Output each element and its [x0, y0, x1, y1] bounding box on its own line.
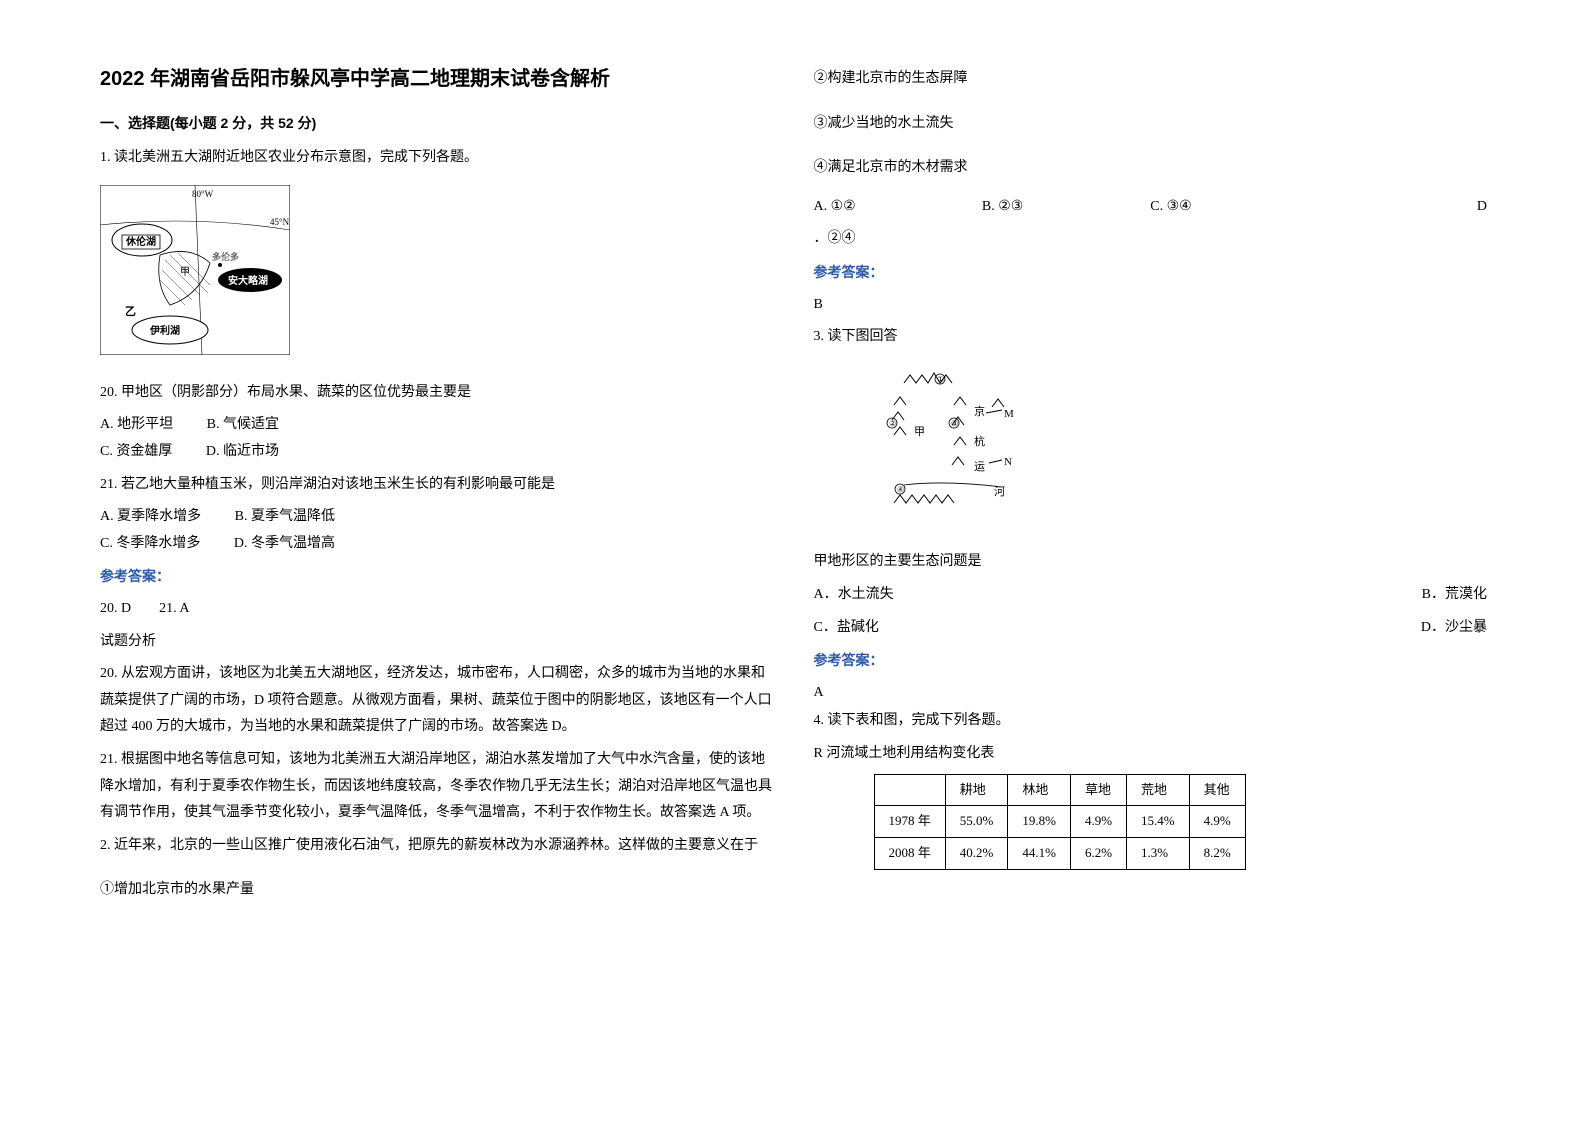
- map3-N: N: [1004, 456, 1012, 468]
- q21-opts-row2: C. 冬季降水增多 D. 冬季气温增高: [100, 531, 774, 558]
- q4-table: 耕地 林地 草地 荒地 其他 1978 年 55.0% 19.8% 4.9% 1…: [874, 774, 1246, 870]
- q3-opt-a: A．水土流失: [814, 582, 894, 609]
- table-row: 1978 年 55.0% 19.8% 4.9% 15.4% 4.9%: [874, 806, 1245, 838]
- cell: 1.3%: [1127, 837, 1190, 869]
- cell: 19.8%: [1008, 806, 1071, 838]
- q3-sub-stem: 甲地形区的主要生态问题是: [814, 549, 1488, 576]
- cell: 15.4%: [1127, 806, 1190, 838]
- q2-choice-d-cont: ．②④: [814, 226, 1488, 253]
- q3-opts-row1: A．水土流失 B．荒漠化: [814, 582, 1488, 609]
- answer-2: B: [814, 292, 1488, 319]
- q3-opts-row2: C．盐碱化 D．沙尘暴: [814, 615, 1488, 642]
- q2-choice-b: B. ②③: [982, 194, 1150, 221]
- map3-jing: 京: [974, 404, 985, 418]
- q4-stem: 4. 读下表和图，完成下列各题。: [814, 708, 1488, 735]
- q20-opt-c: C. 资金雄厚: [100, 439, 172, 466]
- answer-1: 20. D 21. A: [100, 596, 774, 623]
- q3-opt-b: B．荒漠化: [1367, 582, 1487, 609]
- analysis-21: 21. 根据图中地名等信息可知，该地为北美洲五大湖沿岸地区，湖泊水蒸发增加了大气…: [100, 747, 774, 827]
- answer-label-3: 参考答案：: [814, 647, 1488, 674]
- lon-label: 80°W: [192, 189, 214, 199]
- q21-opt-a: A. 夏季降水增多: [100, 504, 201, 531]
- answer-label-2: 参考答案：: [814, 259, 1488, 286]
- map3-M: M: [1004, 408, 1014, 420]
- right-column: ②构建北京市的生态屏障 ③减少当地的水土流失 ④满足北京市的木材需求 A. ①②…: [814, 60, 1488, 910]
- q2-choice-d: D: [1319, 194, 1487, 221]
- map3-he: 河: [994, 485, 1005, 498]
- cell: 6.2%: [1070, 837, 1126, 869]
- analysis-20: 20. 从宏观方面讲，该地区为北美五大湖地区，经济发达，城市密布，人口稠密，众多…: [100, 661, 774, 741]
- cell: 44.1%: [1008, 837, 1071, 869]
- th-blank: [874, 774, 945, 806]
- answer-3: A: [814, 680, 1488, 707]
- q2-opt-4: ④满足北京市的木材需求: [814, 155, 1488, 182]
- answer-label-1: 参考答案：: [100, 563, 774, 590]
- th-qita: 其他: [1189, 774, 1245, 806]
- analysis-label: 试题分析: [100, 629, 774, 656]
- q21-opts-row1: A. 夏季降水增多 B. 夏季气温降低: [100, 504, 774, 531]
- th-caodi: 草地: [1070, 774, 1126, 806]
- cell: 40.2%: [945, 837, 1008, 869]
- map3-jia: 甲: [914, 426, 925, 438]
- q21-opt-c: C. 冬季降水增多: [100, 531, 200, 558]
- q2-choice-a: A. ①②: [814, 194, 982, 221]
- q1-stem: 1. 读北美洲五大湖附近地区农业分布示意图，完成下列各题。: [100, 145, 774, 172]
- cell: 1978 年: [874, 806, 945, 838]
- q20-opt-b: B. 气候适宜: [207, 412, 279, 439]
- table-row: 2008 年 40.2% 44.1% 6.2% 1.3% 8.2%: [874, 837, 1245, 869]
- q21-opt-b: B. 夏季气温降低: [235, 504, 335, 531]
- th-gengdi: 耕地: [945, 774, 1008, 806]
- q20-opt-d: D. 临近市场: [206, 439, 279, 466]
- table-header-row: 耕地 林地 草地 荒地 其他: [874, 774, 1245, 806]
- q20-opts-row1: A. 地形平坦 B. 气候适宜: [100, 412, 774, 439]
- cell: 4.9%: [1070, 806, 1126, 838]
- q2-choice-c: C. ③④: [1150, 194, 1318, 221]
- lake-huron-label: 休伦湖: [125, 235, 156, 248]
- lat-label: 45°N: [270, 217, 290, 227]
- yi-label: 乙: [125, 305, 136, 318]
- q2-stem: 2. 近年来，北京的一些山区推广使用液化石油气，把原先的薪炭林改为水源涵养林。这…: [100, 833, 774, 860]
- map3-circ2: ②: [889, 419, 896, 428]
- q20-opt-a: A. 地形平坦: [100, 412, 173, 439]
- toronto-label: 多伦多: [212, 251, 239, 262]
- q2-opt-3: ③减少当地的水土流失: [814, 111, 1488, 138]
- map3-hang: 杭: [974, 434, 985, 448]
- q20-stem: 20. 甲地区（阴影部分）布局水果、蔬菜的区位优势最主要是: [100, 380, 774, 407]
- cell: 8.2%: [1189, 837, 1245, 869]
- jia-label: 甲: [180, 267, 190, 278]
- q3-map-figure: ① ② 甲 ③ 京 M 杭 运 N: [874, 365, 1034, 536]
- q1-map-figure: 80°W 45°N 休伦湖 甲 多伦多: [100, 185, 290, 366]
- q3-opt-d: D．沙尘暴: [1367, 615, 1487, 642]
- q3-stem: 3. 读下图回答: [814, 324, 1488, 351]
- q21-stem: 21. 若乙地大量种植玉米，则沿岸湖泊对该地玉米生长的有利影响最可能是: [100, 472, 774, 499]
- section-1-head: 一、选择题(每小题 2 分，共 52 分): [100, 110, 774, 137]
- th-lindi: 林地: [1008, 774, 1071, 806]
- q4-sub: R 河流域土地利用结构变化表: [814, 741, 1488, 768]
- left-column: 2022 年湖南省岳阳市躲风亭中学高二地理期末试卷含解析 一、选择题(每小题 2…: [100, 60, 774, 910]
- q2-opt-1: ①增加北京市的水果产量: [100, 877, 774, 904]
- q2-opt-2: ②构建北京市的生态屏障: [814, 66, 1488, 93]
- map3-yun: 运: [974, 460, 985, 473]
- cell: 4.9%: [1189, 806, 1245, 838]
- th-huangdi: 荒地: [1127, 774, 1190, 806]
- map3-circ4: ④: [897, 485, 904, 494]
- q2-choices: A. ①② B. ②③ C. ③④ D: [814, 194, 1488, 221]
- cell: 55.0%: [945, 806, 1008, 838]
- q20-opts-row2: C. 资金雄厚 D. 临近市场: [100, 439, 774, 466]
- exam-title: 2022 年湖南省岳阳市躲风亭中学高二地理期末试卷含解析: [100, 60, 774, 98]
- lake-erie-label: 伊利湖: [149, 324, 180, 337]
- lake-ontario-label: 安大略湖: [228, 274, 268, 287]
- map3-circ3: ③: [951, 419, 958, 428]
- map3-circ1: ①: [937, 375, 944, 384]
- q21-opt-d: D. 冬季气温增高: [234, 531, 335, 558]
- cell: 2008 年: [874, 837, 945, 869]
- q3-opt-c: C．盐碱化: [814, 615, 879, 642]
